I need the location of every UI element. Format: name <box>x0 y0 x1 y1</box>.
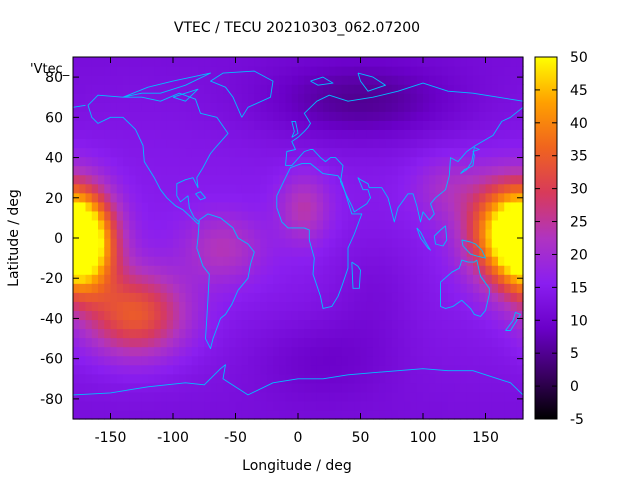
y-tick-label: -40 <box>40 311 63 327</box>
x-tick-label: -50 <box>224 430 247 446</box>
coastline-overlay <box>72 70 524 396</box>
y-tick-label: -80 <box>40 392 63 408</box>
colorbar-tick-label: 30 <box>570 182 588 198</box>
colorbar-tick-label: 35 <box>570 149 588 165</box>
y-tick-label: 20 <box>45 191 63 207</box>
heatmap-area <box>73 57 524 420</box>
colorbar-tick-label: 45 <box>570 83 588 99</box>
series-key-label: 'Vtec_ <box>30 62 70 77</box>
colorbar-tick-label: 50 <box>570 50 588 66</box>
y-axis: -80 -60 -40 -20 0 20 40 60 80 <box>40 70 523 408</box>
y-tick-label: -20 <box>40 271 63 287</box>
colorbar <box>534 56 558 420</box>
x-axis-label: Longitude / deg <box>242 458 352 474</box>
colorbar-tick-label: 20 <box>570 247 588 263</box>
colorbar-tick-label: 40 <box>570 116 588 132</box>
colorbar-tick-label: 5 <box>570 346 579 362</box>
colorbar-ticks: -5 0 5 10 15 20 25 30 35 40 45 50 <box>535 50 588 428</box>
y-tick-label: 0 <box>54 231 63 247</box>
x-tick-label: -100 <box>157 430 189 446</box>
y-tick-label: 40 <box>45 151 63 167</box>
colorbar-tick-label: 0 <box>570 379 579 395</box>
colorbar-tick-label: 15 <box>570 280 588 296</box>
chart-title: VTEC / TECU 20210303_062.07200 <box>174 20 420 36</box>
x-tick-label: 50 <box>352 430 370 446</box>
x-tick-label: -150 <box>95 430 127 446</box>
x-axis: -150 -100 -50 0 50 100 150 <box>95 57 499 446</box>
colorbar-tick-label: -5 <box>570 412 584 428</box>
colorbar-tick-label: 25 <box>570 215 588 231</box>
x-tick-label: 0 <box>294 430 303 446</box>
y-tick-label: -60 <box>40 352 63 368</box>
colorbar-tick-label: 10 <box>570 313 588 329</box>
x-tick-label: 100 <box>410 430 437 446</box>
y-tick-label: 80 <box>45 70 63 86</box>
y-axis-label: Latitude / deg <box>6 189 22 287</box>
y-tick-label: 60 <box>45 110 63 126</box>
x-tick-label: 150 <box>472 430 499 446</box>
